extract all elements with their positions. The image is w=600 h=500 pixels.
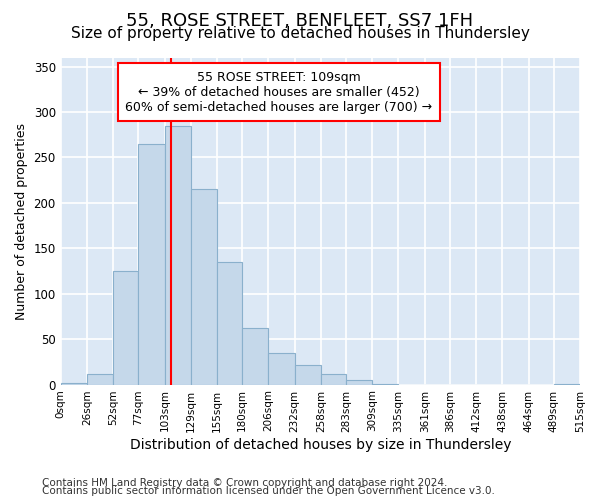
Bar — [346, 380, 372, 384]
Bar — [321, 374, 346, 384]
Bar — [268, 353, 295, 384]
Bar — [61, 383, 87, 384]
Text: 55, ROSE STREET, BENFLEET, SS7 1FH: 55, ROSE STREET, BENFLEET, SS7 1FH — [127, 12, 473, 30]
Text: Contains public sector information licensed under the Open Government Licence v3: Contains public sector information licen… — [42, 486, 495, 496]
Text: Contains HM Land Registry data © Crown copyright and database right 2024.: Contains HM Land Registry data © Crown c… — [42, 478, 448, 488]
Bar — [217, 262, 242, 384]
Bar — [139, 144, 164, 384]
X-axis label: Distribution of detached houses by size in Thundersley: Distribution of detached houses by size … — [130, 438, 511, 452]
Bar — [191, 189, 217, 384]
Bar — [242, 328, 268, 384]
Bar — [164, 126, 191, 384]
Text: Size of property relative to detached houses in Thundersley: Size of property relative to detached ho… — [71, 26, 529, 41]
Bar — [87, 374, 113, 384]
Bar — [113, 271, 139, 384]
Text: 55 ROSE STREET: 109sqm
← 39% of detached houses are smaller (452)
60% of semi-de: 55 ROSE STREET: 109sqm ← 39% of detached… — [125, 70, 433, 114]
Bar — [295, 364, 321, 384]
Y-axis label: Number of detached properties: Number of detached properties — [15, 122, 28, 320]
